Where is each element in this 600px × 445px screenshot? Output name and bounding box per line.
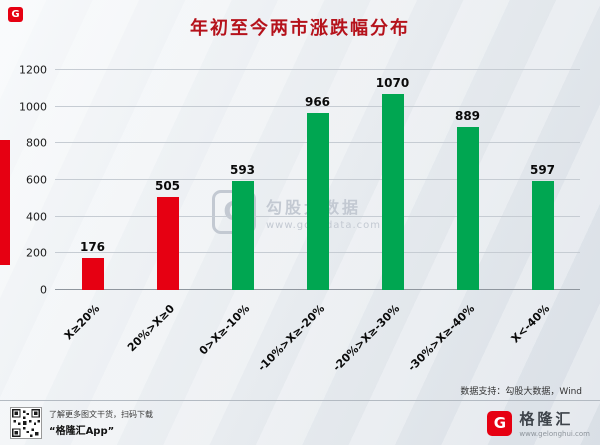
- bar-column: 597: [505, 70, 580, 290]
- x-tick-label: X≥20%: [61, 302, 103, 343]
- bar: [531, 180, 554, 290]
- bar-value-label: 889: [454, 109, 481, 124]
- qr-caption-line1: 了解更多图文干货，扫码下载: [49, 410, 153, 419]
- brand-text: 格隆汇 www.gelonghui.com: [519, 408, 590, 438]
- data-source-note: 数据支持：勾股大数据，Wind: [460, 387, 582, 397]
- qr-code-icon: [10, 407, 42, 439]
- bar-column: 889: [430, 70, 505, 290]
- bar: [156, 197, 179, 290]
- y-tick-label: 0: [40, 283, 47, 297]
- bar: [381, 93, 404, 290]
- brand-logo-small: G: [8, 7, 23, 22]
- bar: [306, 112, 329, 290]
- y-tick-label: 200: [26, 246, 47, 260]
- brand-logo-small-letter: G: [11, 9, 20, 20]
- y-tick-label: 1000: [19, 100, 47, 114]
- bar-value-label: 597: [529, 162, 556, 177]
- bar-column: 505: [130, 70, 205, 290]
- x-axis-labels: X≥20% 20%>X≥0 0>X≥-10% -10%>X≥-20% -20%>X≥-3…: [55, 292, 580, 374]
- gridline: [55, 69, 580, 70]
- bar-column: 1070: [355, 70, 430, 290]
- footer-left: 了解更多图文干货，扫码下载 “格隆汇App”: [10, 407, 153, 439]
- bar-value-label: 505: [154, 179, 181, 194]
- side-ribbon: [0, 140, 10, 265]
- x-tick-label: 0>X≥-10%: [196, 302, 253, 358]
- footer-brand: G 格隆汇 www.gelonghui.com: [487, 408, 590, 438]
- qr-caption-line2: “格隆汇App”: [49, 426, 115, 437]
- chart-title: 年初至今两市涨跌幅分布: [190, 18, 410, 39]
- y-tick-label: 800: [26, 136, 47, 150]
- brand-logo-icon: G: [487, 410, 513, 436]
- bar-value-label: 966: [304, 94, 331, 109]
- bar-column: 176: [55, 70, 130, 290]
- x-tick-label: 20%>X≥0: [124, 302, 178, 355]
- qr-captions: 了解更多图文干货，扫码下载 “格隆汇App”: [49, 409, 153, 437]
- bar-value-label: 1070: [375, 75, 410, 90]
- y-tick-label: 400: [26, 210, 47, 224]
- gridline: [55, 105, 580, 107]
- bar-column: 593: [205, 70, 280, 290]
- bar-column: 966: [280, 70, 355, 290]
- bar: [231, 181, 254, 290]
- x-tick-label: -20%>X≥-30%: [330, 302, 403, 374]
- bar-value-label: 593: [229, 163, 256, 178]
- y-tick-label: 1200: [19, 63, 47, 77]
- plot-area: 0 200 400 600 800 1000 1200 176 505 593 966 1070 889…: [19, 64, 580, 297]
- bar-value-label: 176: [79, 239, 106, 254]
- y-tick-label: 600: [26, 173, 47, 187]
- bar: [456, 127, 479, 290]
- x-tick-label: X<-40%: [508, 302, 553, 346]
- x-tick-label: -30%>X≥-40%: [405, 302, 478, 374]
- brand-url: www.gelonghui.com: [519, 430, 590, 438]
- footer: 了解更多图文干货，扫码下载 “格隆汇App” G 格隆汇 www.gelongh…: [0, 400, 600, 445]
- brand-name: 格隆汇: [519, 410, 574, 428]
- bar: [81, 257, 104, 290]
- x-tick-label: -10%>X≥-20%: [255, 302, 328, 374]
